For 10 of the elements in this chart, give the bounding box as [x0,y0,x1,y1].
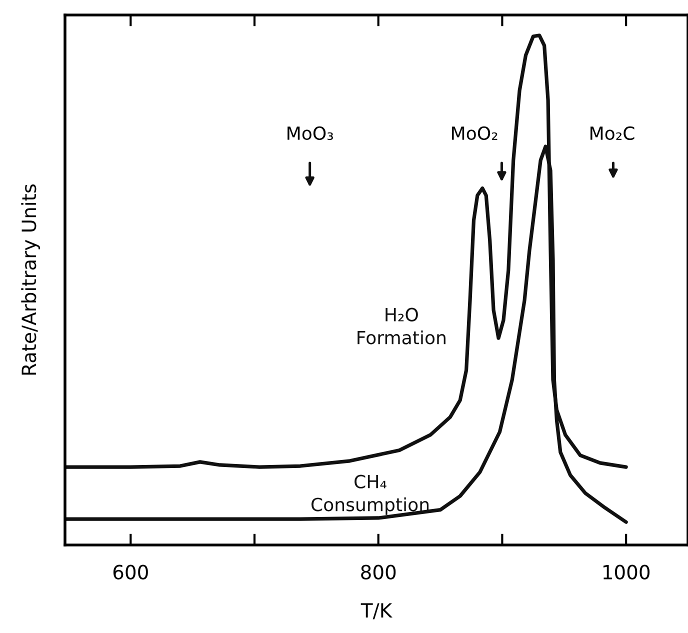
annotation: Mo₂C [590,126,634,140]
series-label: H₂O Formation [358,308,446,344]
x-tick-label: 1000 [603,564,650,580]
x-tick-label: 800 [361,564,396,580]
x-axis-title: T/K [360,603,392,620]
x-tick-label: 600 [113,564,148,580]
series-label: CH₄ Consumption [311,474,429,515]
y-axis-title: Rate/Arbitrary Units [21,184,40,375]
annotation: MoO₃ [288,126,333,140]
annotation: MoO₂ [452,126,498,140]
